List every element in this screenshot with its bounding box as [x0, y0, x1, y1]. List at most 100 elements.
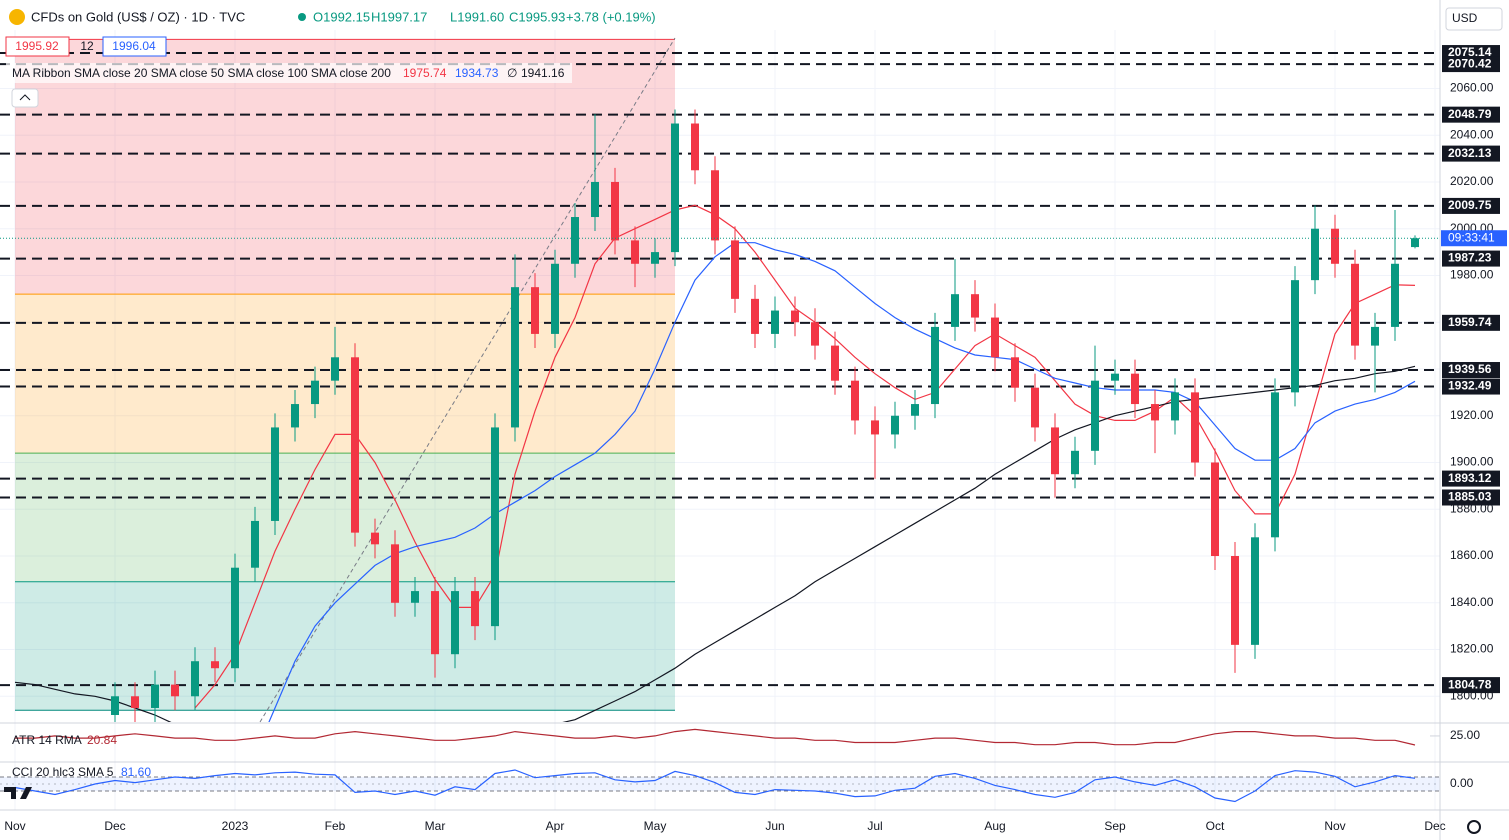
- level-tag: [1442, 314, 1500, 331]
- symbol-title[interactable]: CFDs on Gold (US$ / OZ) · 1D · TVC: [31, 9, 245, 24]
- level-tag-label: 1932.49: [1448, 379, 1492, 393]
- candle-body: [111, 696, 119, 715]
- level-tag-label: 1885.03: [1448, 490, 1492, 504]
- settings-icon[interactable]: [1467, 820, 1481, 834]
- candle-body: [711, 170, 719, 241]
- candle-body: [1271, 392, 1279, 538]
- candle-body: [811, 322, 819, 346]
- x-tick-label: Sep: [1104, 819, 1126, 833]
- candle-body: [851, 380, 859, 421]
- y-tick-label: 1840.00: [1450, 595, 1494, 609]
- level-tag-label: 1987.23: [1448, 251, 1492, 265]
- candle-body: [211, 661, 219, 669]
- moving-average-line: [268, 242, 1416, 722]
- x-tick-label: May: [644, 819, 667, 833]
- candle-body: [431, 591, 439, 655]
- candle-body: [791, 310, 799, 323]
- ohlc-value: O1992.15: [313, 9, 370, 24]
- collapse-icon: [19, 94, 31, 101]
- countdown: 09:33:41: [1448, 230, 1495, 244]
- level-tag-label: 2009.75: [1448, 198, 1492, 212]
- candle-body: [591, 181, 599, 218]
- indicator-value: 1975.74: [403, 66, 447, 80]
- level-tag: [1442, 470, 1500, 487]
- sell-price[interactable]: 1995.92: [15, 39, 59, 53]
- x-tick-label: Mar: [425, 819, 446, 833]
- indicator-value: ∅: [507, 66, 517, 80]
- level-tag-label: 2032.13: [1448, 146, 1492, 160]
- atr-title: ATR 14 RMA: [12, 733, 82, 747]
- candle-body: [1191, 392, 1199, 463]
- atr-value: 20.84: [87, 733, 117, 747]
- candle-body: [291, 404, 299, 428]
- candle-body: [971, 294, 979, 318]
- candle-body: [1211, 462, 1219, 557]
- candle-body: [1251, 537, 1259, 645]
- countdown-tag: [1441, 230, 1507, 247]
- level-tag-label: 1893.12: [1448, 471, 1492, 485]
- atr-line: [15, 728, 1416, 746]
- candle-body: [731, 240, 739, 299]
- fib-zone: [15, 581, 675, 711]
- y-tick-label: 2060.00: [1450, 81, 1494, 95]
- x-tick-label: Nov: [1324, 819, 1345, 833]
- cci-value: 81.60: [121, 765, 151, 779]
- candle-body: [131, 696, 139, 708]
- level-tag: [1442, 250, 1500, 267]
- candle-body: [891, 415, 899, 435]
- sell-box[interactable]: [5, 36, 70, 57]
- moving-average-line: [14, 365, 1416, 722]
- candle-body: [691, 123, 699, 171]
- candle-body: [171, 684, 179, 697]
- indicator-value: 1934.73: [455, 66, 499, 80]
- indicator-value: 1941.16: [521, 66, 565, 80]
- candle-body: [311, 380, 319, 405]
- candle-body: [1151, 404, 1159, 421]
- collapse-button[interactable]: [11, 88, 39, 108]
- ohlc-readout: O1992.15 H1997.17 L1991.60 C1995.93 +3.78 (+…: [313, 9, 656, 24]
- candle-body: [491, 427, 499, 627]
- candle-body: [771, 310, 779, 334]
- buy-price[interactable]: 1996.04: [112, 39, 156, 53]
- level-tag-label: 2048.79: [1448, 107, 1492, 121]
- moving-average-line: [194, 204, 1416, 709]
- currency-box[interactable]: [1445, 7, 1503, 31]
- level-tag: [1442, 106, 1500, 123]
- y-tick-label: 2040.00: [1450, 127, 1494, 141]
- level-tag: [1442, 378, 1500, 395]
- fib-retracement: [15, 38, 675, 711]
- candle-body: [871, 420, 879, 435]
- candle-body: [191, 661, 199, 697]
- candle-body: [651, 252, 659, 264]
- spread: 12: [80, 39, 94, 53]
- indicator-title[interactable]: MA Ribbon SMA close 20 SMA close 50 SMA …: [12, 66, 391, 80]
- candle-body: [571, 217, 579, 264]
- candle-body: [1331, 228, 1339, 264]
- candle-body: [1051, 427, 1059, 475]
- buy-box[interactable]: [102, 36, 167, 57]
- candle-body: [991, 317, 999, 358]
- x-tick-label: Dec: [104, 819, 125, 833]
- candle-body: [1311, 228, 1319, 281]
- level-tag-label: 2070.42: [1448, 56, 1492, 70]
- candle-body: [671, 123, 679, 253]
- ohlc-value: H1997.17: [371, 9, 427, 24]
- price-change: +3.78 (+0.19%): [566, 9, 656, 24]
- cci-title: CCI 20 hlc3 SMA 5: [12, 765, 114, 779]
- y-tick-label: 1820.00: [1450, 642, 1494, 656]
- candle-body: [391, 544, 399, 603]
- indicator-values: 1975.74 1934.73 ∅ 1941.16: [403, 66, 565, 80]
- currency[interactable]: USD: [1452, 11, 1478, 25]
- market-status: [298, 13, 306, 21]
- candle-body: [611, 181, 619, 241]
- level-tag: [1442, 197, 1500, 214]
- atr-pane: [15, 728, 1440, 746]
- candle-body: [1111, 373, 1119, 381]
- ohlc-value: C1995.93: [509, 9, 565, 24]
- candle-body: [371, 532, 379, 545]
- candle-body: [951, 294, 959, 327]
- candle-body: [531, 287, 539, 334]
- x-tick-label: Oct: [1206, 819, 1225, 833]
